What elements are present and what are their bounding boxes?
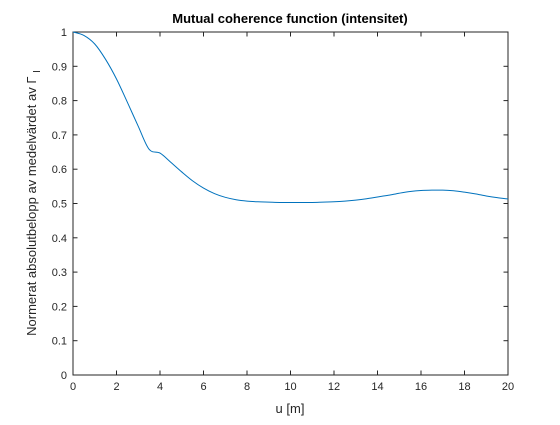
x-tick-label: 16 (415, 381, 427, 393)
x-tick-label: 14 (371, 381, 383, 393)
x-axis-label: u [m] (276, 401, 305, 416)
plot-area-frame (72, 31, 509, 376)
y-tick-label: 0.7 (52, 130, 67, 142)
y-tick-label: 0.1 (52, 336, 67, 348)
y-tick-label: 0.9 (52, 61, 67, 73)
x-tick-label: 10 (284, 381, 296, 393)
y-tick-label: 0.3 (52, 267, 67, 279)
y-axis-label: Normerat absolutbelopp av medelvärdet av… (24, 70, 43, 336)
series-line (72, 31, 509, 203)
y-tick-label: 0.2 (52, 301, 67, 313)
x-axis: 0 2 4 6 8 10 12 14 16 18 20 (70, 32, 514, 393)
y-axis: 0 0.1 0.2 0.3 0.4 0.5 0.6 0.7 0.8 0.9 1 (52, 27, 508, 382)
chart-title: Mutual coherence function (intensitet) (172, 11, 407, 26)
y-tick-label: 0.8 (52, 96, 67, 108)
y-tick-label: 0.5 (52, 199, 67, 211)
y-tick-label: 1 (61, 27, 67, 39)
y-tick-label: 0 (61, 370, 67, 382)
x-tick-label: 20 (502, 381, 514, 393)
x-tick-label: 8 (244, 381, 250, 393)
y-axis-label-main: Normerat absolutbelopp av medelvärdet av… (24, 77, 39, 336)
x-tick-label: 6 (200, 381, 206, 393)
y-axis-label-subscript: I (32, 70, 43, 73)
y-tick-label: 0.6 (52, 164, 67, 176)
x-tick-label: 2 (113, 381, 119, 393)
x-tick-label: 4 (157, 381, 163, 393)
x-tick-label: 0 (70, 381, 76, 393)
x-tick-label: 18 (458, 381, 470, 393)
y-tick-label: 0.4 (52, 233, 67, 245)
x-tick-label: 12 (328, 381, 340, 393)
